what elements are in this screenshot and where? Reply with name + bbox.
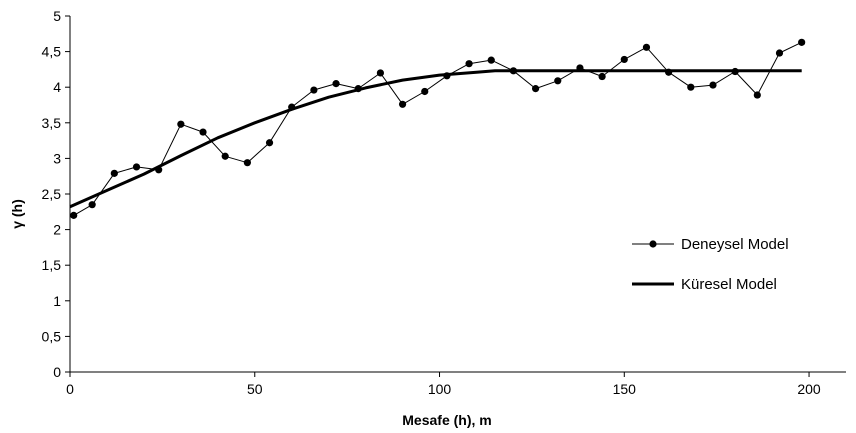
data-point [70,211,78,219]
legend-item-deneysel-model: Deneysel Model [632,236,789,253]
y-tick-label: 2,5 [42,186,62,202]
y-tick-label: 3 [53,150,61,166]
x-tick-label: 0 [66,381,74,397]
data-point [88,201,96,209]
y-tick-label: 0 [53,364,61,380]
x-tick-label: 200 [797,381,821,397]
y-axis: 0 0,5 1 1,5 2 2,5 3 3,5 4 4,5 5 [42,8,71,380]
data-point [620,55,628,64]
y-tick-label: 3,5 [42,115,62,131]
series-line-kuresel-model [69,69,802,209]
data-point [753,91,761,99]
plot-area [69,38,806,219]
legend-marker-deneysel [649,240,657,248]
data-point [221,152,229,160]
y-tick-label: 5 [53,8,61,24]
data-point [487,56,495,64]
x-tick-label: 150 [613,381,637,397]
data-point [554,77,562,85]
x-tick-label: 100 [428,381,452,397]
y-tick-label: 1,5 [42,257,62,273]
data-point [332,80,340,88]
legend: Deneysel Model Küresel Model [632,236,789,293]
data-point [376,69,384,77]
data-point [199,128,207,136]
data-point [110,169,118,177]
data-point [177,120,185,128]
x-axis: 0 50 100 150 200 [66,371,846,397]
data-point [775,49,784,57]
data-point [243,159,251,167]
y-tick-label: 4,5 [42,44,62,60]
x-axis-title: Mesafe (h), m [402,412,491,428]
data-point [132,163,141,171]
data-point [687,83,695,91]
y-tick-label: 2 [53,222,61,238]
legend-label-deneysel-model: Deneysel Model [681,236,789,253]
data-point [709,81,717,89]
data-point [598,72,606,81]
data-point [398,100,407,108]
data-point [798,38,806,46]
y-tick-label: 0,5 [42,328,62,344]
series-line-deneysel-model [73,41,802,216]
data-point [265,139,274,147]
y-tick-label: 1 [53,293,61,309]
data-point [642,43,651,51]
legend-label-kuresel-model: Küresel Model [681,276,777,293]
y-axis-title: γ (h) [9,199,25,229]
data-point [465,60,473,68]
data-point [421,87,429,96]
data-point [532,85,540,93]
y-tick-label: 4 [53,79,61,95]
data-point [310,86,318,94]
x-tick-label: 50 [247,381,263,397]
legend-item-kuresel-model: Küresel Model [632,276,777,293]
